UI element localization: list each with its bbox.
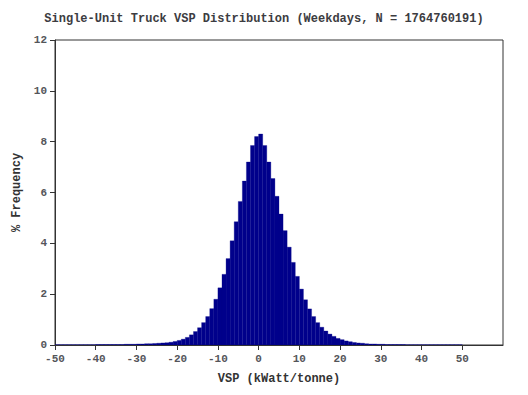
svg-text:50: 50 (456, 353, 469, 365)
svg-text:10: 10 (293, 353, 306, 365)
svg-text:-50: -50 (45, 353, 65, 365)
svg-text:-30: -30 (127, 353, 147, 365)
svg-text:0: 0 (255, 353, 262, 365)
svg-text:-10: -10 (208, 353, 228, 365)
svg-text:20: 20 (333, 353, 346, 365)
svg-text:% Frequency: % Frequency (10, 153, 24, 232)
svg-text:10: 10 (34, 85, 47, 97)
svg-text:Single-Unit Truck VSP Distribu: Single-Unit Truck VSP Distribution (Week… (44, 12, 483, 26)
svg-text:-40: -40 (86, 353, 106, 365)
svg-text:8: 8 (40, 136, 47, 148)
svg-text:6: 6 (40, 187, 47, 199)
svg-text:0: 0 (40, 339, 47, 351)
svg-text:-20: -20 (167, 353, 187, 365)
svg-text:12: 12 (34, 34, 47, 46)
svg-text:30: 30 (374, 353, 387, 365)
svg-text:4: 4 (40, 237, 47, 249)
svg-text:VSP (kWatt/tonne): VSP (kWatt/tonne) (218, 372, 340, 386)
svg-text:2: 2 (40, 288, 47, 300)
svg-text:40: 40 (415, 353, 428, 365)
